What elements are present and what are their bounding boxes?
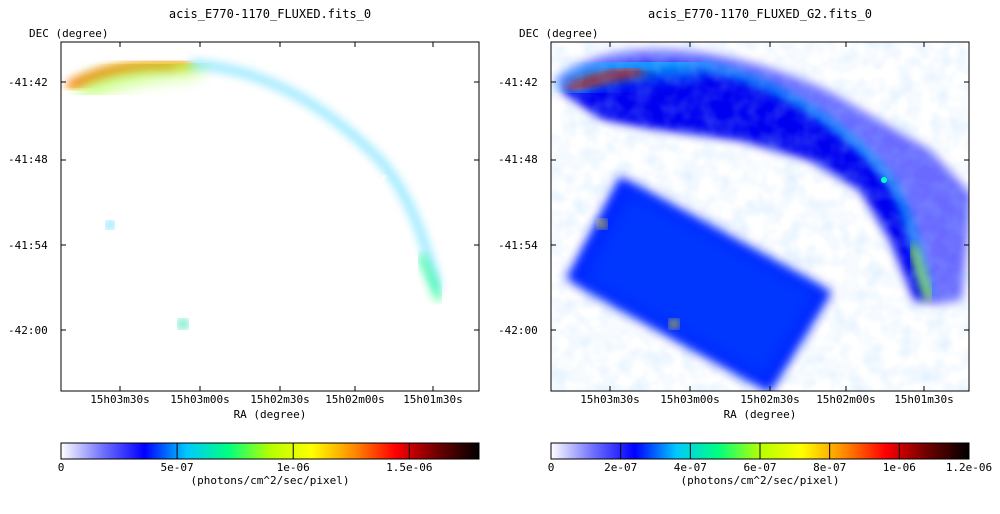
chart-right-y-ticks: -41:42 -41:48 -41:54 -42:00 — [498, 76, 969, 337]
x-tick-label: 15h02m00s — [325, 393, 385, 406]
chart-left-xlabel: RA (degree) — [234, 408, 307, 421]
x-tick-label: 15h03m30s — [90, 393, 150, 406]
x-tick-label: 15h03m00s — [170, 393, 230, 406]
colorbar-tick-label: 6e-07 — [743, 461, 776, 474]
chart-left-plot-frame — [60, 41, 480, 392]
x-tick-label: 15h03m00s — [660, 393, 720, 406]
colorbar-left-gradient — [60, 442, 480, 460]
colorbar-tick-label: 5e-07 — [161, 461, 194, 474]
chart-right-x-ticks: 15h03m30s 15h03m00s 15h02m30s 15h02m00s … — [580, 42, 954, 406]
x-tick-label: 15h02m30s — [250, 393, 310, 406]
y-tick-label: -41:54 — [498, 239, 538, 252]
chart-right: acis_E770-1170_FLUXED_G2.fits_0 DEC (deg… — [498, 7, 992, 487]
y-tick-label: -42:00 — [498, 324, 538, 337]
colorbar-tick-label: 1e-06 — [277, 461, 310, 474]
chart-left-image — [64, 52, 479, 391]
y-tick-label: -41:48 — [498, 153, 538, 166]
colorbar-tick-label: 1.5e-06 — [386, 461, 432, 474]
chart-right-xlabel: RA (degree) — [724, 408, 797, 421]
colorbar-tick-label: 0 — [58, 461, 65, 474]
chart-right-ylabel: DEC (degree) — [519, 27, 598, 40]
chart-left-title: acis_E770-1170_FLUXED.fits_0 — [169, 7, 371, 21]
x-tick-label: 15h01m30s — [894, 393, 954, 406]
y-tick-label: -42:00 — [8, 324, 48, 337]
colorbar-right-label: (photons/cm^2/sec/pixel) — [681, 474, 840, 487]
colorbar-tick-label: 1.2e-06 — [946, 461, 992, 474]
y-tick-label: -41:42 — [8, 76, 48, 89]
x-tick-label: 15h02m00s — [816, 393, 876, 406]
chart-right-plot-frame — [550, 41, 970, 392]
chart-left-y-ticks: -41:42 -41:48 -41:54 -42:00 — [8, 76, 479, 337]
chart-left-colorbar: 0 5e-07 1e-06 1.5e-06 (photons/cm^2/sec/pix… — [58, 442, 480, 487]
chart-right-image — [551, 42, 969, 391]
colorbar-left-label: (photons/cm^2/sec/pixel) — [191, 474, 350, 487]
chart-right-title: acis_E770-1170_FLUXED_G2.fits_0 — [648, 7, 872, 21]
y-tick-label: -41:54 — [8, 239, 48, 252]
x-tick-label: 15h02m30s — [740, 393, 800, 406]
x-tick-label: 15h01m30s — [403, 393, 463, 406]
chart-left-x-ticks: 15h03m30s 15h03m00s 15h02m30s 15h02m00s … — [90, 42, 463, 406]
y-tick-label: -41:48 — [8, 153, 48, 166]
x-tick-label: 15h03m30s — [580, 393, 640, 406]
colorbar-tick-label: 2e-07 — [604, 461, 637, 474]
y-tick-label: -41:42 — [498, 76, 538, 89]
colorbar-tick-label: 8e-07 — [813, 461, 846, 474]
colorbar-tick-label: 0 — [548, 461, 555, 474]
chart-left: acis_E770-1170_FLUXED.fits_0 DEC (degree… — [8, 7, 480, 487]
chart-left-ylabel: DEC (degree) — [29, 27, 108, 40]
chart-right-colorbar: 0 2e-07 4e-07 6e-07 8e-07 1e-06 1.2e-06 (photo… — [548, 442, 992, 487]
colorbar-tick-label: 1e-06 — [883, 461, 916, 474]
colorbar-tick-label: 4e-07 — [674, 461, 707, 474]
